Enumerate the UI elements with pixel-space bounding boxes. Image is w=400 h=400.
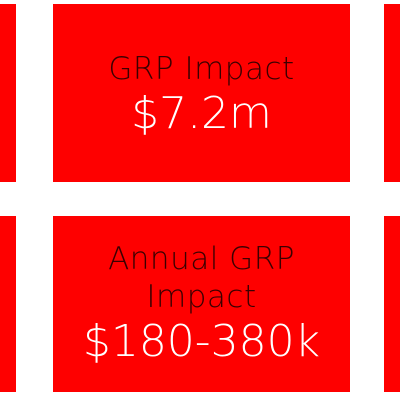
partial-tile-right-top [384, 4, 400, 182]
metric-label: Annual GRP Impact [108, 241, 295, 315]
metric-label: GRP Impact [108, 51, 295, 87]
metric-tile-grp-impact: GRP Impact $7.2m [53, 4, 350, 182]
partial-tile-left-bottom [0, 216, 16, 392]
partial-tile-left-top [0, 4, 16, 182]
metric-tile-annual-grp-impact: Annual GRP Impact $180-380k [53, 216, 350, 392]
metric-value: $180-380k [82, 316, 321, 367]
metric-value: $7.2m [131, 88, 272, 139]
partial-tile-right-bottom [384, 216, 400, 392]
